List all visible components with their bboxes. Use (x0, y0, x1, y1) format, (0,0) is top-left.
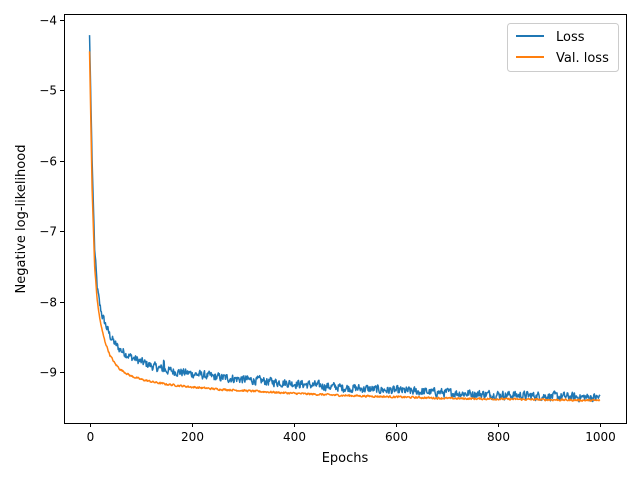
y-axis: −4 −5 −6 −7 −8 −9 (39, 14, 64, 380)
x-tick-label: 400 (283, 430, 306, 444)
legend-loss-label: Loss (556, 30, 585, 45)
x-axis: 0 200 400 600 800 1000 (87, 423, 616, 444)
legend-val-loss-label: Val. loss (556, 51, 609, 66)
y-tick-label: −7 (39, 225, 57, 239)
plot-lines (88, 35, 601, 403)
y-tick-label: −9 (39, 366, 57, 380)
plot-frame (64, 14, 627, 424)
series-line-val-loss (88, 51, 601, 402)
x-tick-label: 0 (87, 430, 95, 444)
x-tick-label: 200 (181, 430, 204, 444)
y-tick-label: −6 (39, 155, 57, 169)
legend: Loss Val. loss (507, 23, 619, 72)
x-tick-label: 1000 (585, 430, 616, 444)
y-tick-label: −4 (39, 14, 57, 28)
x-tick-label: 800 (487, 430, 510, 444)
y-tick-label: −8 (39, 296, 57, 310)
series-line-loss (88, 35, 601, 403)
y-axis-label: Negative log-likelihood (14, 145, 29, 294)
x-tick-label: 600 (385, 430, 408, 444)
y-tick-label: −5 (39, 84, 57, 98)
x-axis-label: Epochs (322, 451, 369, 466)
